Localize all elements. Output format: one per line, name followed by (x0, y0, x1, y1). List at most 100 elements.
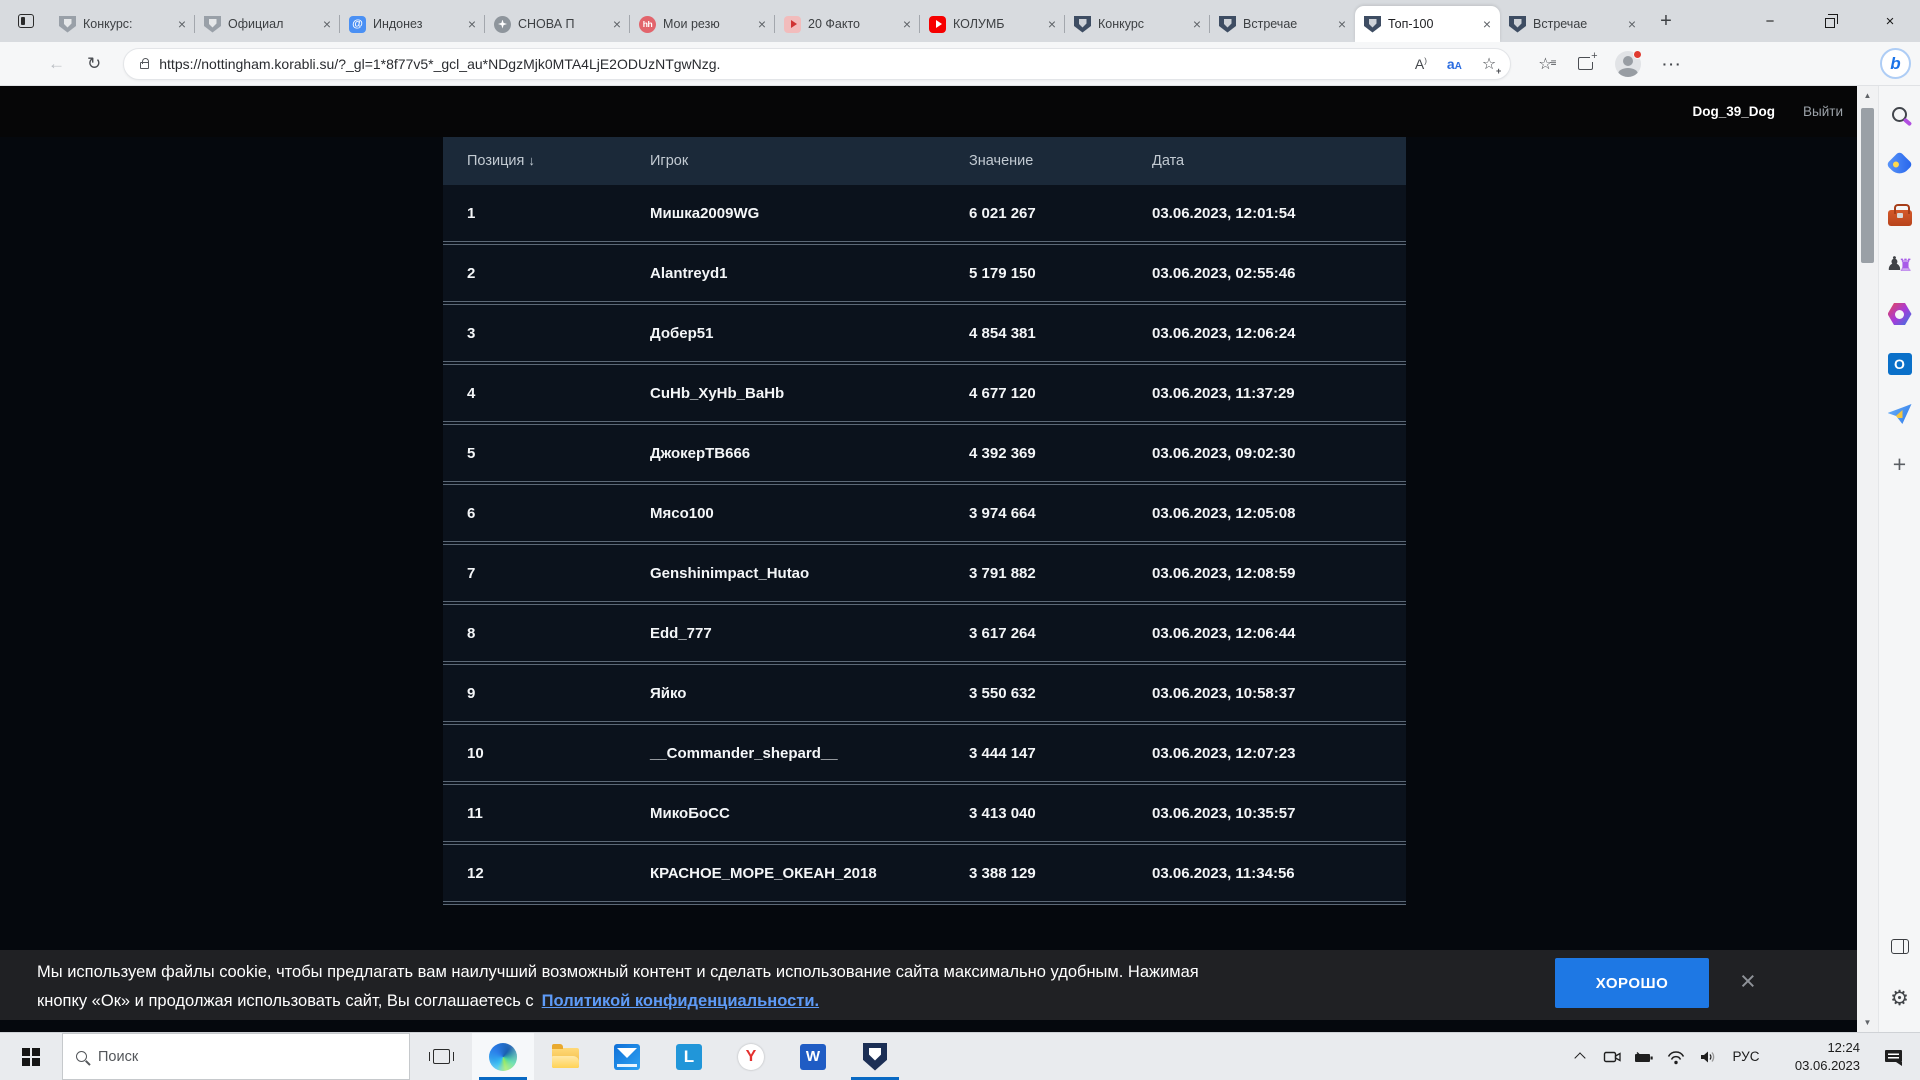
favorites-icon[interactable]: ☆ ≡ (1538, 55, 1557, 73)
tab-title: СНОВА П (518, 17, 575, 31)
tab-close-icon[interactable]: × (177, 16, 186, 32)
tab-title: Конкурс (1098, 17, 1145, 31)
tray-wifi-icon[interactable] (1660, 1048, 1692, 1066)
sort-arrow-icon: ↓ (528, 153, 535, 168)
tray-expand-button[interactable] (1564, 1051, 1596, 1064)
taskbar-search-box[interactable]: Поиск (62, 1033, 410, 1080)
tab-close-icon[interactable]: × (757, 16, 766, 32)
browser-tab-active[interactable]: Топ-100 × (1355, 6, 1500, 42)
taskbar-app-word[interactable]: W (782, 1033, 844, 1080)
tab-actions-menu-button[interactable] (10, 4, 42, 38)
sidebar-games-icon[interactable]: ♟ ♜ (1886, 250, 1914, 278)
taskbar-app-mail[interactable] (596, 1033, 658, 1080)
youtube-favicon (784, 15, 801, 33)
toolbox-icon (1887, 203, 1912, 226)
start-button[interactable] (0, 1033, 62, 1080)
scrollbar-thumb[interactable] (1861, 108, 1874, 263)
microsoft-365-icon (1887, 302, 1912, 326)
tab-close-icon[interactable]: × (1627, 16, 1636, 32)
profile-button[interactable] (1615, 49, 1643, 77)
tab-close-icon[interactable]: × (467, 16, 476, 32)
tab-close-icon[interactable]: × (1337, 16, 1346, 32)
window-close-button[interactable]: × (1885, 12, 1895, 30)
tab-title: КОЛУМБ (953, 17, 1005, 31)
page-scrollbar[interactable]: ▲ ▼ (1857, 86, 1878, 1032)
bing-discover-icon[interactable]: b (1880, 48, 1911, 79)
back-button[interactable]: ← (48, 53, 65, 73)
cookie-text: Мы используем файлы cookie, чтобы предла… (37, 963, 1199, 1010)
youtube-favicon (929, 15, 946, 33)
sidebar-outlook-icon[interactable]: O (1886, 350, 1915, 378)
sidebar-tools-icon[interactable] (1886, 200, 1914, 228)
tab-close-icon[interactable]: × (1047, 16, 1056, 32)
browser-tab[interactable]: Встречае × (1209, 6, 1355, 42)
browser-tab[interactable]: 20 Факто × (774, 6, 920, 42)
sidebar-add-icon[interactable]: + (1886, 450, 1914, 478)
sidebar-microsoft365-icon[interactable] (1886, 300, 1914, 328)
page-viewport: Dog_39_Dog Выйти Позиция ↓ Игрок Значение… (0, 86, 1857, 1032)
taskbar-app-edge[interactable] (472, 1033, 534, 1080)
sidebar-search-icon[interactable] (1886, 100, 1914, 128)
window-minimize-button[interactable]: − (1765, 12, 1775, 30)
browser-tab[interactable]: Конкурс × (1064, 6, 1210, 42)
tab-close-icon[interactable]: × (612, 16, 621, 32)
browser-tab[interactable]: Конкурс: × (50, 6, 195, 42)
tab-title: Конкурс: (83, 17, 133, 31)
read-aloud-icon[interactable]: A) (1414, 55, 1427, 72)
tab-title: 20 Факто (808, 17, 860, 31)
taskbar-app-lightshot[interactable]: L (658, 1033, 720, 1080)
column-value[interactable]: Значение (969, 153, 1034, 169)
language-indicator[interactable]: РУС (1732, 1049, 1760, 1064)
column-player[interactable]: Игрок (650, 153, 689, 169)
browser-tab[interactable]: Встречае × (1500, 6, 1645, 42)
logout-link[interactable]: Выйти (1803, 104, 1843, 119)
taskbar-app-wows[interactable] (844, 1033, 906, 1080)
collections-icon[interactable] (1578, 50, 1599, 70)
browser-tab[interactable]: @ Индонез × (339, 6, 485, 42)
task-view-button[interactable] (410, 1033, 472, 1080)
tray-volume-icon[interactable] (1692, 1048, 1724, 1066)
browser-tab[interactable]: КОЛУМБ × (919, 6, 1065, 42)
tray-camera-icon[interactable] (1596, 1047, 1628, 1067)
tab-title: Встречае (1243, 17, 1298, 31)
tab-close-icon[interactable]: × (1192, 16, 1201, 32)
browser-tab[interactable]: Официал × (194, 6, 340, 42)
price-tag-icon (1886, 150, 1913, 178)
privacy-policy-link[interactable]: Политикой конфиденциальности. (541, 992, 820, 1010)
lock-icon (140, 57, 150, 69)
taskbar-app-yandex[interactable]: Y (720, 1033, 782, 1080)
sidebar-panel-toggle[interactable] (1886, 932, 1914, 960)
scroll-down-icon[interactable]: ▼ (1863, 1018, 1872, 1027)
refresh-button[interactable]: ↻ (87, 53, 102, 73)
search-icon (1892, 106, 1907, 122)
table-row: 4 CuHb_XyHb_BaHb 4 677 120 03.06.2023, 11:3… (443, 365, 1406, 425)
tab-close-icon[interactable]: × (322, 16, 331, 32)
window-restore-button[interactable] (1800, 0, 1860, 42)
yandex-icon: Y (738, 1043, 764, 1070)
column-position[interactable]: Позиция ↓ (467, 153, 535, 169)
action-center-button[interactable] (1868, 1046, 1920, 1068)
settings-more-icon[interactable]: ··· (1662, 55, 1683, 72)
leaderboard-table: Позиция ↓ Игрок Значение Дата 1 Мишка2009W… (443, 137, 1406, 905)
new-tab-button[interactable]: + (1660, 9, 1672, 32)
taskbar-clock[interactable]: 12:24 03.06.2023 (1772, 1039, 1860, 1074)
column-date[interactable]: Дата (1152, 153, 1185, 169)
site-header: Dog_39_Dog Выйти (0, 86, 1857, 137)
wows-shield-favicon (204, 15, 221, 33)
cookie-accept-button[interactable]: ХОРОШО (1555, 958, 1709, 1008)
tab-close-icon[interactable]: × (902, 16, 911, 32)
sidebar-shopping-icon[interactable] (1886, 150, 1914, 178)
browser-tab[interactable]: hh Мои резю × (629, 6, 775, 42)
sidebar-drop-icon[interactable] (1886, 400, 1914, 428)
taskbar-app-file-explorer[interactable] (534, 1033, 596, 1080)
sidebar-settings[interactable]: ⚙ (1886, 984, 1914, 1012)
add-favorite-star-icon[interactable]: ☆ + (1481, 55, 1502, 76)
scroll-up-icon[interactable]: ▲ (1863, 91, 1872, 100)
translate-icon[interactable]: аA (1446, 55, 1462, 72)
tray-battery-icon[interactable] (1628, 1047, 1660, 1067)
cookie-close-icon[interactable]: × (1740, 966, 1756, 996)
address-bar[interactable]: https://nottingham.korabli.su/?_gl=1*8f7… (123, 47, 1512, 80)
tab-close-icon[interactable]: × (1482, 16, 1491, 32)
browser-tab[interactable]: СНОВА П × (484, 6, 630, 42)
url-text[interactable]: https://nottingham.korabli.su/?_gl=1*8f7… (159, 55, 721, 72)
